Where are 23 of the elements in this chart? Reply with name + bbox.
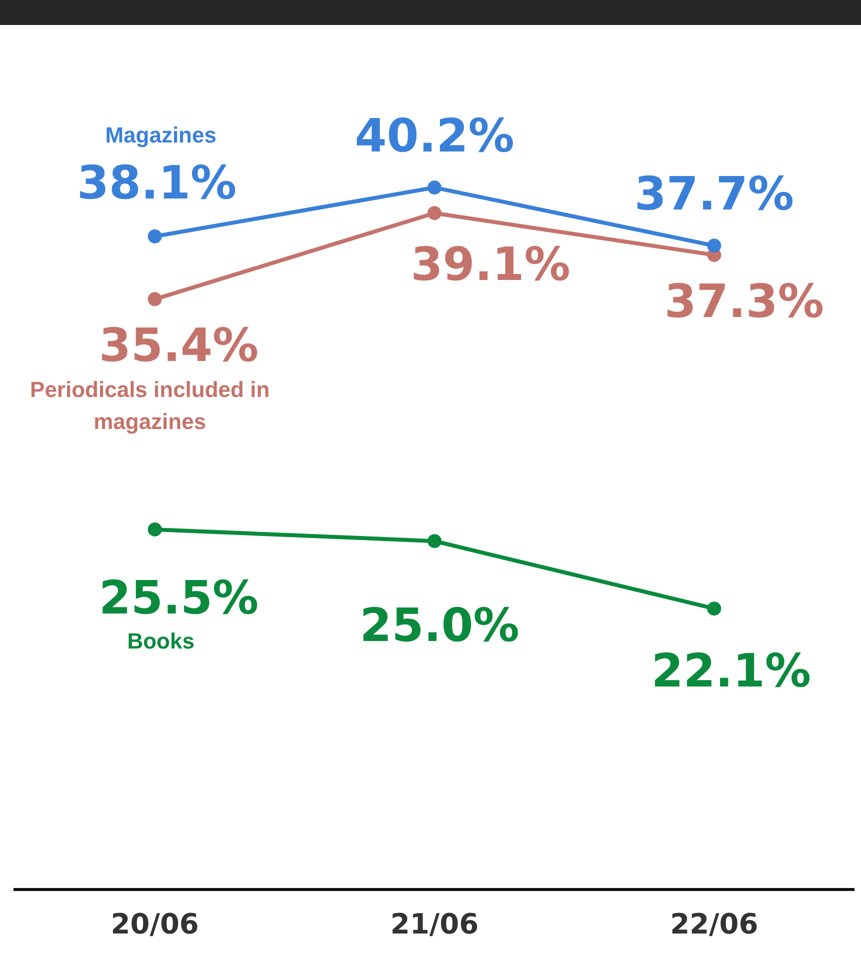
point xyxy=(428,534,442,548)
data-label: 25.5% xyxy=(99,570,259,624)
point xyxy=(148,229,162,244)
text: Books xyxy=(127,628,194,654)
point xyxy=(148,522,162,536)
data-label: 39.1% xyxy=(410,237,570,292)
data-label: 40.2% xyxy=(354,108,514,162)
data-label: 22.1% xyxy=(651,644,811,698)
data-label: 35.4% xyxy=(99,318,259,372)
data-label: 25.0% xyxy=(360,598,520,652)
text: Magazines xyxy=(105,122,216,148)
text: Periodicals included in magazines xyxy=(30,377,270,434)
point xyxy=(428,180,442,195)
point xyxy=(707,238,722,253)
x-tick-label: 21/06 xyxy=(390,907,479,940)
data-label: 38.1% xyxy=(77,155,237,210)
x-tick-label: 22/06 xyxy=(670,907,758,940)
point xyxy=(148,292,162,306)
point xyxy=(707,602,722,616)
x-tick-label: 20/06 xyxy=(110,907,199,940)
data-label: 37.7% xyxy=(634,166,794,221)
data-label: 37.3% xyxy=(664,274,824,328)
point xyxy=(428,206,442,220)
